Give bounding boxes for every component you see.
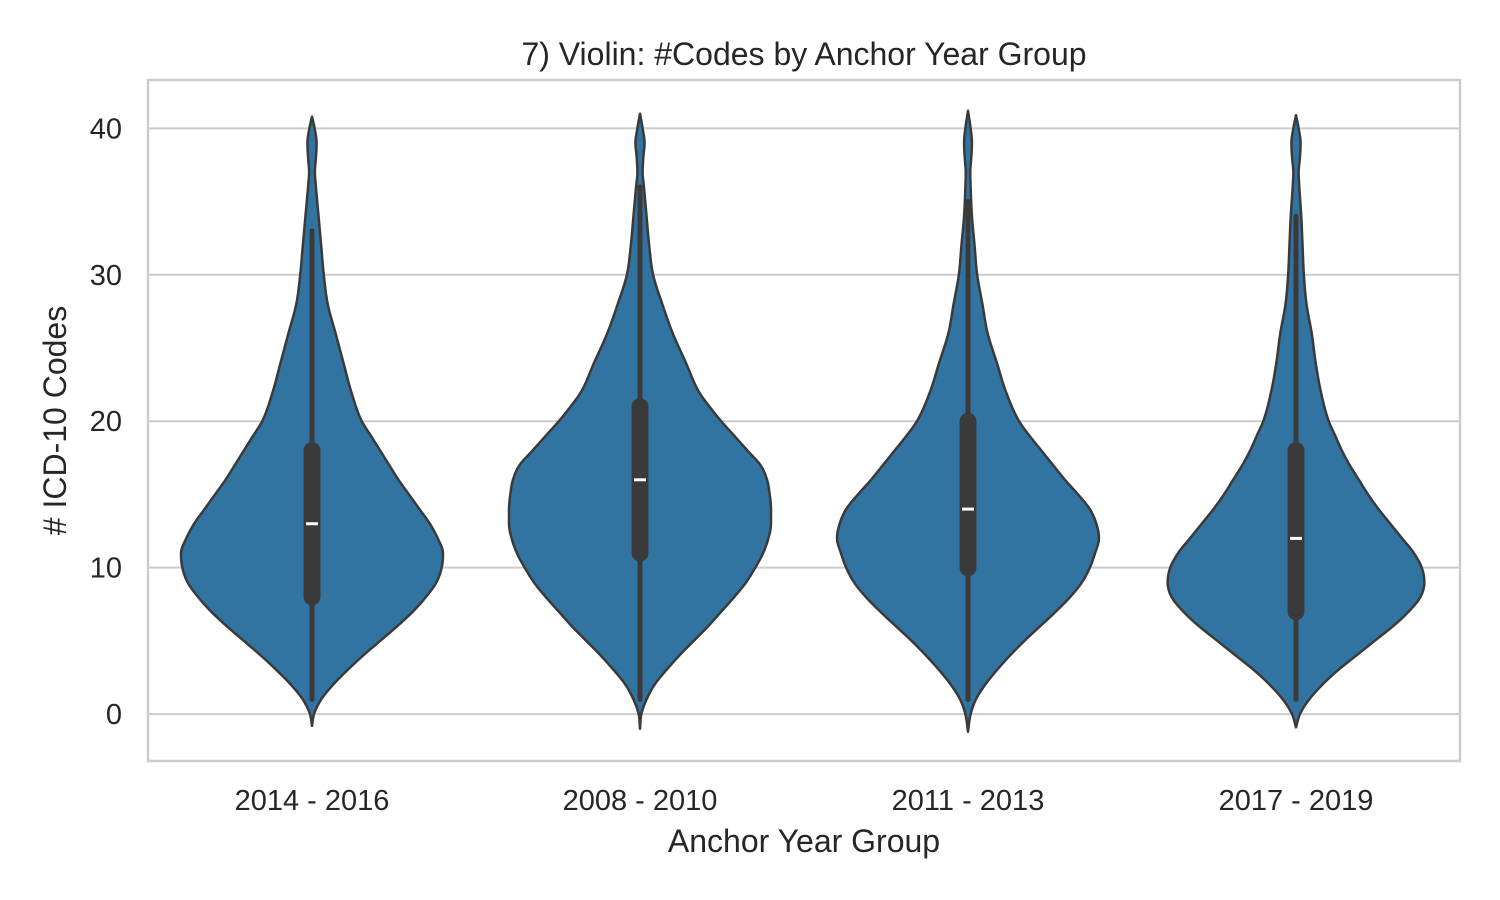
plot-frame [146,78,1462,763]
y-tick-label: 20 [90,406,122,438]
y-tick-label: 30 [90,260,122,292]
x-tick-label: 2014 - 2016 [235,785,390,817]
x-tick-label: 2011 - 2013 [892,785,1045,817]
x-tick-label: 2008 - 2010 [563,785,718,817]
x-axis-label: Anchor Year Group [668,823,940,859]
y-tick-label: 40 [90,113,122,145]
y-tick-label: 0 [106,699,122,731]
y-tick-label: 10 [90,553,122,585]
violin-layer [179,109,1426,733]
tick-layer: 0 10 20 30 40 2014 - 2016 2008 - 2010 2011 - 20… [90,113,1374,817]
y-axis-label: # ICD-10 Codes [37,306,73,535]
chart-title: 7) Violin: #Codes by Anchor Year Group [521,36,1086,72]
x-tick-label: 2017 - 2019 [1219,785,1374,817]
